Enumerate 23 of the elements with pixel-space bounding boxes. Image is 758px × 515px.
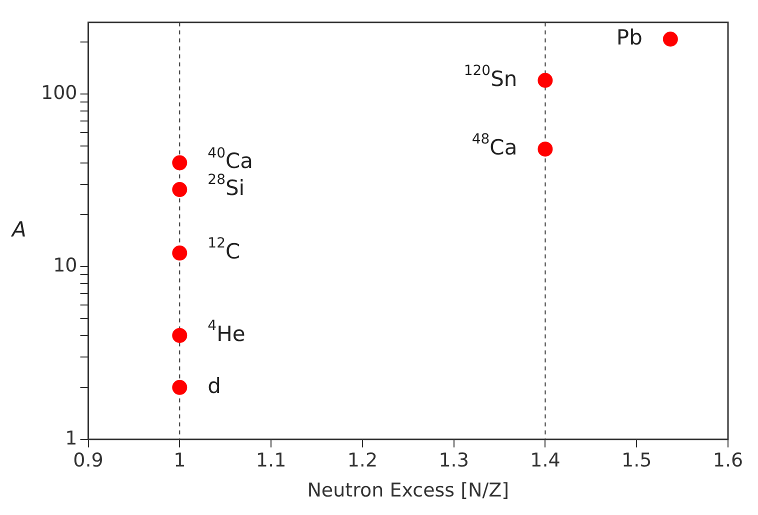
x-tick-label: 1.2	[347, 450, 378, 472]
x-tick-label: 1.6	[712, 450, 744, 472]
annotation: Pb	[616, 26, 642, 50]
point	[172, 246, 188, 261]
point	[172, 182, 188, 198]
y-axis-title: A	[10, 217, 26, 242]
x-tick-label: 1	[174, 450, 186, 472]
point	[538, 142, 553, 157]
y-tick-label: 10	[53, 254, 78, 277]
x-tick-label: 0.9	[73, 450, 104, 472]
annotation: d	[208, 374, 221, 398]
point	[172, 380, 188, 395]
x-axis-title: Neutron Excess [N/Z]	[307, 480, 510, 502]
x-tick-label: 1.5	[622, 450, 652, 472]
y-tick-label: 100	[41, 82, 78, 104]
x-tick-label: 1.3	[438, 450, 469, 472]
y-tick-label: 1	[65, 427, 78, 450]
x-tick-label: 1.4	[530, 450, 560, 472]
point	[538, 72, 553, 88]
x-tick-label: 1.1	[256, 450, 286, 472]
point	[172, 328, 188, 343]
point	[662, 32, 678, 47]
point	[172, 155, 188, 170]
